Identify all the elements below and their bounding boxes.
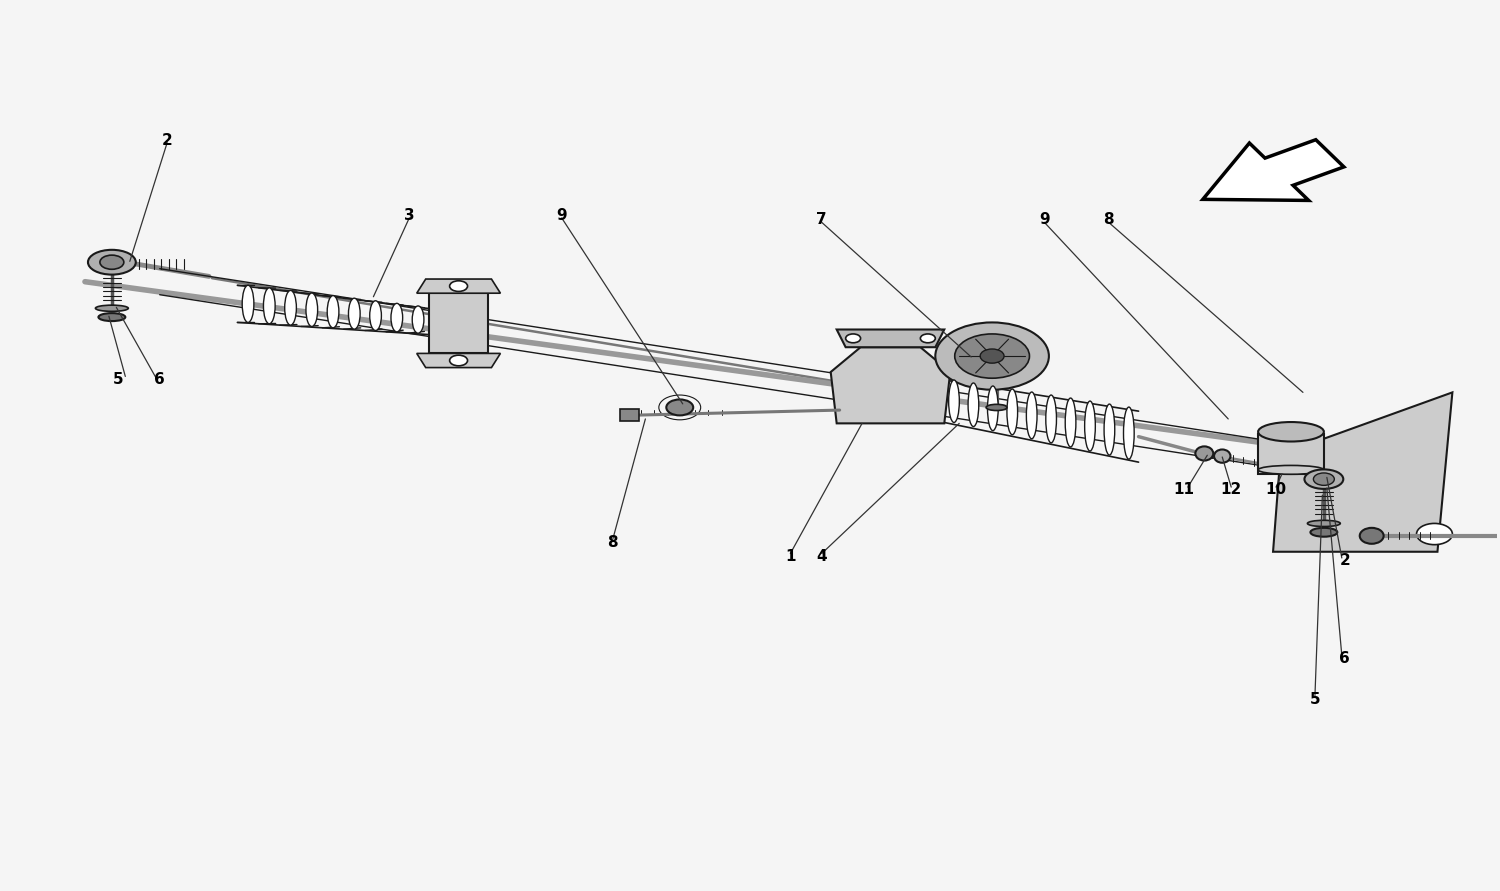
Circle shape <box>1314 473 1335 486</box>
Circle shape <box>980 349 1004 364</box>
Ellipse shape <box>285 290 297 325</box>
Ellipse shape <box>413 306 424 333</box>
Ellipse shape <box>1065 398 1076 447</box>
Ellipse shape <box>1196 446 1214 461</box>
Ellipse shape <box>986 405 1006 411</box>
Text: 9: 9 <box>1040 212 1050 227</box>
Ellipse shape <box>348 298 360 329</box>
Polygon shape <box>417 279 501 293</box>
Ellipse shape <box>392 303 402 331</box>
Ellipse shape <box>948 380 960 422</box>
Ellipse shape <box>1311 527 1338 536</box>
Polygon shape <box>1203 140 1344 200</box>
Polygon shape <box>1274 392 1452 552</box>
Ellipse shape <box>1359 527 1383 544</box>
Circle shape <box>100 255 124 269</box>
Circle shape <box>921 334 936 343</box>
Ellipse shape <box>1104 404 1114 455</box>
Text: 6: 6 <box>154 372 165 387</box>
Text: 8: 8 <box>1104 212 1114 227</box>
Text: 10: 10 <box>1266 482 1287 497</box>
Bar <box>1258 435 1324 474</box>
Ellipse shape <box>88 249 136 274</box>
Circle shape <box>936 323 1048 389</box>
Text: 6: 6 <box>1340 650 1350 666</box>
Ellipse shape <box>1124 407 1134 459</box>
Text: 4: 4 <box>816 549 827 564</box>
Text: 2: 2 <box>1340 553 1350 568</box>
Ellipse shape <box>369 301 381 331</box>
Text: 2: 2 <box>162 133 172 148</box>
Ellipse shape <box>968 383 980 427</box>
Ellipse shape <box>99 313 126 321</box>
Bar <box>620 409 639 421</box>
Text: 11: 11 <box>1173 482 1194 497</box>
Ellipse shape <box>1007 389 1017 435</box>
Polygon shape <box>837 330 945 347</box>
Ellipse shape <box>306 293 318 326</box>
Ellipse shape <box>1046 395 1056 443</box>
Text: 7: 7 <box>816 212 827 227</box>
Text: 12: 12 <box>1221 482 1242 497</box>
Circle shape <box>450 281 468 291</box>
Ellipse shape <box>327 296 339 328</box>
Ellipse shape <box>987 386 998 430</box>
Ellipse shape <box>264 288 274 323</box>
Text: 8: 8 <box>608 535 618 551</box>
Text: 5: 5 <box>1310 692 1320 707</box>
Circle shape <box>666 399 693 415</box>
Text: 3: 3 <box>404 208 414 223</box>
Polygon shape <box>417 354 501 368</box>
Text: 9: 9 <box>556 208 567 223</box>
Circle shape <box>450 356 468 366</box>
Ellipse shape <box>1308 520 1341 527</box>
Ellipse shape <box>1258 422 1324 442</box>
Ellipse shape <box>242 285 254 323</box>
Ellipse shape <box>96 305 129 311</box>
Text: 1: 1 <box>784 549 795 564</box>
Circle shape <box>846 334 861 343</box>
Circle shape <box>954 334 1029 378</box>
Polygon shape <box>831 347 951 423</box>
Ellipse shape <box>1305 470 1344 489</box>
Text: 5: 5 <box>112 372 123 387</box>
Ellipse shape <box>1214 449 1230 462</box>
Ellipse shape <box>1084 401 1095 451</box>
Ellipse shape <box>1258 465 1324 474</box>
Ellipse shape <box>1026 392 1036 438</box>
Bar <box>429 293 489 354</box>
Circle shape <box>1416 523 1452 544</box>
